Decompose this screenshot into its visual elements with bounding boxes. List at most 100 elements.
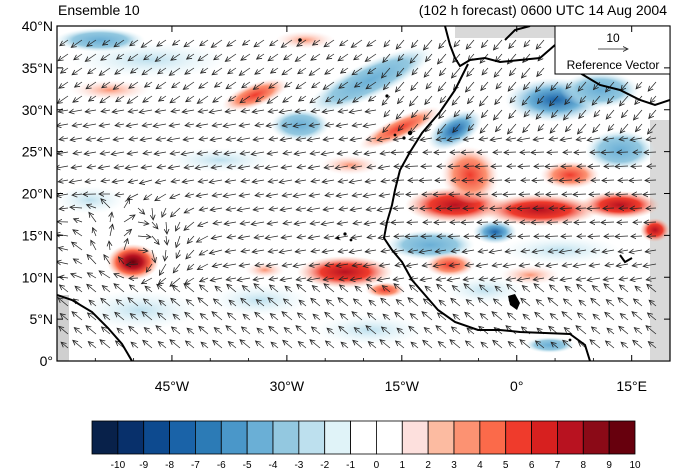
wind-vector <box>354 299 363 307</box>
wind-vector <box>210 138 223 140</box>
wind-vector <box>282 124 293 126</box>
wind-vector <box>241 53 251 60</box>
islands <box>298 38 572 342</box>
wind-vector <box>548 180 559 181</box>
wind-vector <box>240 95 251 103</box>
wind-vector <box>453 123 461 132</box>
wind-vector <box>510 67 517 76</box>
wind-vector <box>129 81 139 88</box>
wind-vector <box>353 152 363 154</box>
wind-vector <box>426 123 433 132</box>
wind-vector <box>604 284 615 293</box>
wind-vector <box>224 152 237 154</box>
wind-vector <box>368 313 377 321</box>
wind-vector <box>109 241 110 251</box>
wind-vector <box>466 109 475 119</box>
wind-vector <box>619 278 629 280</box>
wind-vector <box>87 273 97 279</box>
wind-vector <box>267 95 279 103</box>
wind-vector <box>100 152 111 154</box>
wind-vector <box>284 53 293 60</box>
wind-vector <box>126 264 139 265</box>
wind-vector <box>434 222 447 223</box>
wind-vector <box>155 53 167 61</box>
wind-vector <box>578 313 587 321</box>
wind-vector <box>547 222 559 223</box>
wind-vector <box>87 39 97 46</box>
wind-vector <box>467 67 475 76</box>
wind-vector <box>559 180 573 181</box>
wind-vector <box>517 138 531 140</box>
wind-vector <box>632 312 643 321</box>
wind-vector <box>508 81 517 91</box>
wind-vector <box>650 95 657 103</box>
wind-vector <box>226 138 237 140</box>
wind-vector <box>479 138 489 140</box>
wind-vector <box>285 286 293 293</box>
wind-vector <box>57 124 69 126</box>
wind-vector <box>546 264 559 266</box>
wind-vector <box>114 39 125 47</box>
wind-vector <box>450 152 461 153</box>
wind-vector <box>186 95 195 102</box>
wind-vector <box>350 208 363 210</box>
wind-vector <box>646 326 657 335</box>
wind-vector <box>74 53 83 60</box>
wind-vector <box>454 109 461 117</box>
wind-vector <box>646 208 657 209</box>
wind-vector <box>364 222 377 224</box>
wind-vector <box>593 314 601 321</box>
wind-vector <box>211 166 223 168</box>
wind-vector <box>447 208 461 209</box>
wind-vector <box>448 236 461 237</box>
wind-vector <box>252 180 265 182</box>
wind-vector <box>127 95 139 103</box>
wind-vector <box>649 300 657 307</box>
wind-vector <box>72 242 83 251</box>
wind-vector <box>241 180 251 182</box>
wind-vector <box>158 67 167 74</box>
wind-vector <box>74 219 83 222</box>
wind-vector <box>466 300 475 307</box>
wind-vector <box>112 180 125 182</box>
wind-vector <box>338 180 349 182</box>
wind-vector <box>58 110 69 112</box>
wind-vector <box>648 123 657 134</box>
wind-vector <box>420 278 433 280</box>
wind-vector <box>421 166 433 167</box>
lat-tick-label: 30°N <box>22 102 53 118</box>
wind-vector <box>223 124 237 126</box>
wind-vector <box>410 95 419 106</box>
wind-vector <box>282 312 293 321</box>
wind-vector <box>367 39 377 46</box>
wind-vector <box>144 328 153 335</box>
wind-vector <box>438 53 447 64</box>
wind-vector <box>100 340 111 349</box>
wind-vector <box>114 284 125 293</box>
wind-vector <box>224 222 237 224</box>
wind-vector <box>606 300 615 307</box>
wind-vector <box>155 180 167 183</box>
wind-vector <box>154 152 167 154</box>
wind-vector <box>522 67 531 78</box>
wind-vector <box>353 95 363 102</box>
wind-vector <box>338 250 349 252</box>
wind-vector <box>649 109 657 118</box>
wind-vector <box>280 138 293 140</box>
wind-vector <box>152 249 155 263</box>
wind-vector <box>412 67 419 75</box>
wind-vector <box>88 342 97 349</box>
wind-vector <box>465 264 475 266</box>
wind-vector <box>506 326 517 335</box>
wind-vector <box>453 53 461 62</box>
wind-vector <box>61 67 69 73</box>
wind-vector <box>481 81 489 90</box>
wind-vector <box>223 264 237 266</box>
wind-vector <box>310 95 321 103</box>
wind-vector <box>482 39 489 48</box>
wind-vector <box>115 124 125 126</box>
wind-vector <box>339 278 349 280</box>
lon-tick-label: 45°W <box>155 378 190 394</box>
wind-vector <box>253 138 265 140</box>
wind-vector <box>114 274 125 279</box>
